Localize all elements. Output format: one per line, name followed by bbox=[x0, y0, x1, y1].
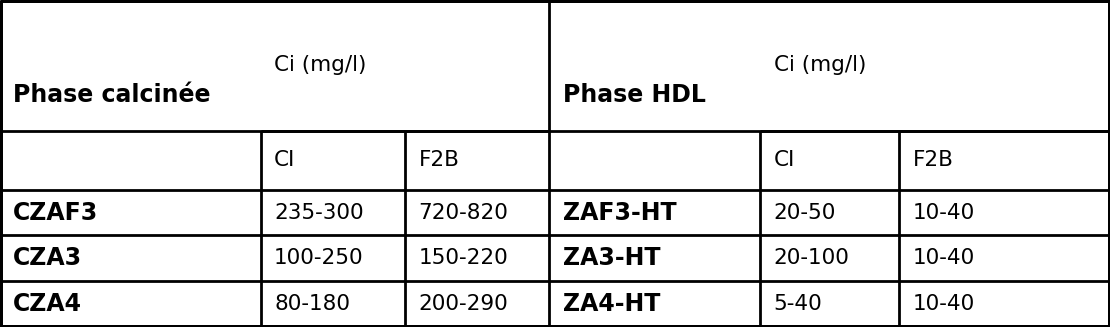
Text: CI: CI bbox=[274, 150, 295, 170]
Text: CI: CI bbox=[774, 150, 795, 170]
Text: 80-180: 80-180 bbox=[274, 294, 350, 314]
Text: ZA3-HT: ZA3-HT bbox=[563, 246, 660, 270]
Text: Ci (mg/l): Ci (mg/l) bbox=[274, 55, 366, 76]
Text: 235-300: 235-300 bbox=[274, 202, 364, 223]
Text: 150-220: 150-220 bbox=[418, 248, 508, 268]
Text: ZA4-HT: ZA4-HT bbox=[563, 292, 660, 316]
Text: 10-40: 10-40 bbox=[912, 248, 975, 268]
Text: 720-820: 720-820 bbox=[418, 202, 508, 223]
Text: Phase calcinée: Phase calcinée bbox=[13, 83, 211, 107]
Text: Ci (mg/l): Ci (mg/l) bbox=[774, 55, 866, 76]
Text: CZA3: CZA3 bbox=[13, 246, 82, 270]
Text: ZAF3-HT: ZAF3-HT bbox=[563, 200, 676, 225]
Text: CZA4: CZA4 bbox=[13, 292, 82, 316]
Text: 100-250: 100-250 bbox=[274, 248, 364, 268]
Text: CZAF3: CZAF3 bbox=[13, 200, 99, 225]
Text: F2B: F2B bbox=[418, 150, 460, 170]
Text: Phase HDL: Phase HDL bbox=[563, 83, 706, 107]
Text: 5-40: 5-40 bbox=[774, 294, 823, 314]
Text: 10-40: 10-40 bbox=[912, 202, 975, 223]
Text: 20-50: 20-50 bbox=[774, 202, 836, 223]
Text: 200-290: 200-290 bbox=[418, 294, 508, 314]
Text: 10-40: 10-40 bbox=[912, 294, 975, 314]
Text: F2B: F2B bbox=[912, 150, 953, 170]
Text: 20-100: 20-100 bbox=[774, 248, 849, 268]
